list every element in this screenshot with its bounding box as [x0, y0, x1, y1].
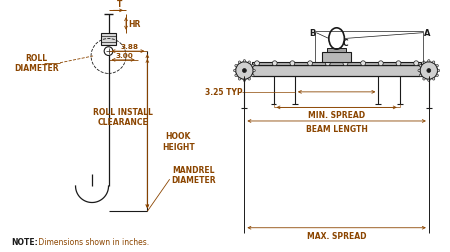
Text: NOTE:: NOTE: — [12, 237, 38, 246]
Circle shape — [414, 61, 418, 66]
Circle shape — [378, 61, 383, 66]
Text: 3.00: 3.00 — [116, 53, 134, 59]
Text: ROLL
DIAMETER: ROLL DIAMETER — [14, 54, 59, 73]
Circle shape — [238, 78, 241, 81]
Circle shape — [343, 61, 348, 66]
Circle shape — [248, 78, 251, 81]
Text: ROLL INSTALL
CLEARANCE: ROLL INSTALL CLEARANCE — [93, 108, 153, 127]
Bar — [327, 49, 346, 53]
Circle shape — [420, 62, 437, 80]
Text: MIN. SPREAD: MIN. SPREAD — [308, 111, 365, 120]
Circle shape — [104, 48, 113, 56]
Circle shape — [419, 65, 422, 68]
Circle shape — [238, 62, 241, 64]
Text: BEAM LENGTH: BEAM LENGTH — [306, 124, 368, 133]
Circle shape — [308, 61, 312, 66]
Text: B: B — [309, 29, 315, 38]
Bar — [322, 53, 351, 62]
Circle shape — [436, 75, 438, 77]
Circle shape — [255, 61, 260, 66]
Text: Dimensions shown in inches.: Dimensions shown in inches. — [36, 237, 149, 246]
Text: T: T — [117, 1, 122, 9]
Circle shape — [428, 60, 430, 63]
Text: MAX. SPREAD: MAX. SPREAD — [307, 231, 366, 240]
Circle shape — [419, 75, 422, 77]
Circle shape — [252, 75, 254, 77]
Bar — [252, 66, 421, 77]
Circle shape — [432, 78, 435, 81]
Circle shape — [436, 65, 438, 68]
Circle shape — [290, 61, 295, 66]
Circle shape — [243, 80, 246, 82]
Circle shape — [325, 61, 330, 66]
Circle shape — [432, 62, 435, 64]
Circle shape — [428, 80, 430, 82]
Circle shape — [418, 70, 420, 72]
Circle shape — [236, 62, 253, 80]
Text: A: A — [424, 29, 431, 38]
Bar — [101, 34, 116, 46]
Circle shape — [361, 61, 365, 66]
Circle shape — [243, 60, 246, 63]
Circle shape — [235, 75, 237, 77]
Circle shape — [423, 78, 425, 81]
Text: 3.25 TYP: 3.25 TYP — [205, 88, 243, 97]
Circle shape — [234, 70, 236, 72]
Circle shape — [235, 65, 237, 68]
Text: 3.88: 3.88 — [121, 44, 139, 50]
Circle shape — [396, 61, 401, 66]
Text: HOOK
HEIGHT: HOOK HEIGHT — [162, 132, 195, 151]
Text: HR: HR — [128, 20, 140, 29]
Text: C: C — [342, 39, 348, 48]
Circle shape — [272, 61, 277, 66]
Circle shape — [248, 62, 251, 64]
Circle shape — [243, 69, 246, 73]
Text: MANDREL
DIAMETER: MANDREL DIAMETER — [171, 165, 216, 184]
Circle shape — [427, 69, 431, 73]
Bar — [252, 62, 421, 66]
Circle shape — [252, 65, 254, 68]
Circle shape — [423, 62, 425, 64]
Circle shape — [253, 70, 255, 72]
Circle shape — [437, 70, 440, 72]
